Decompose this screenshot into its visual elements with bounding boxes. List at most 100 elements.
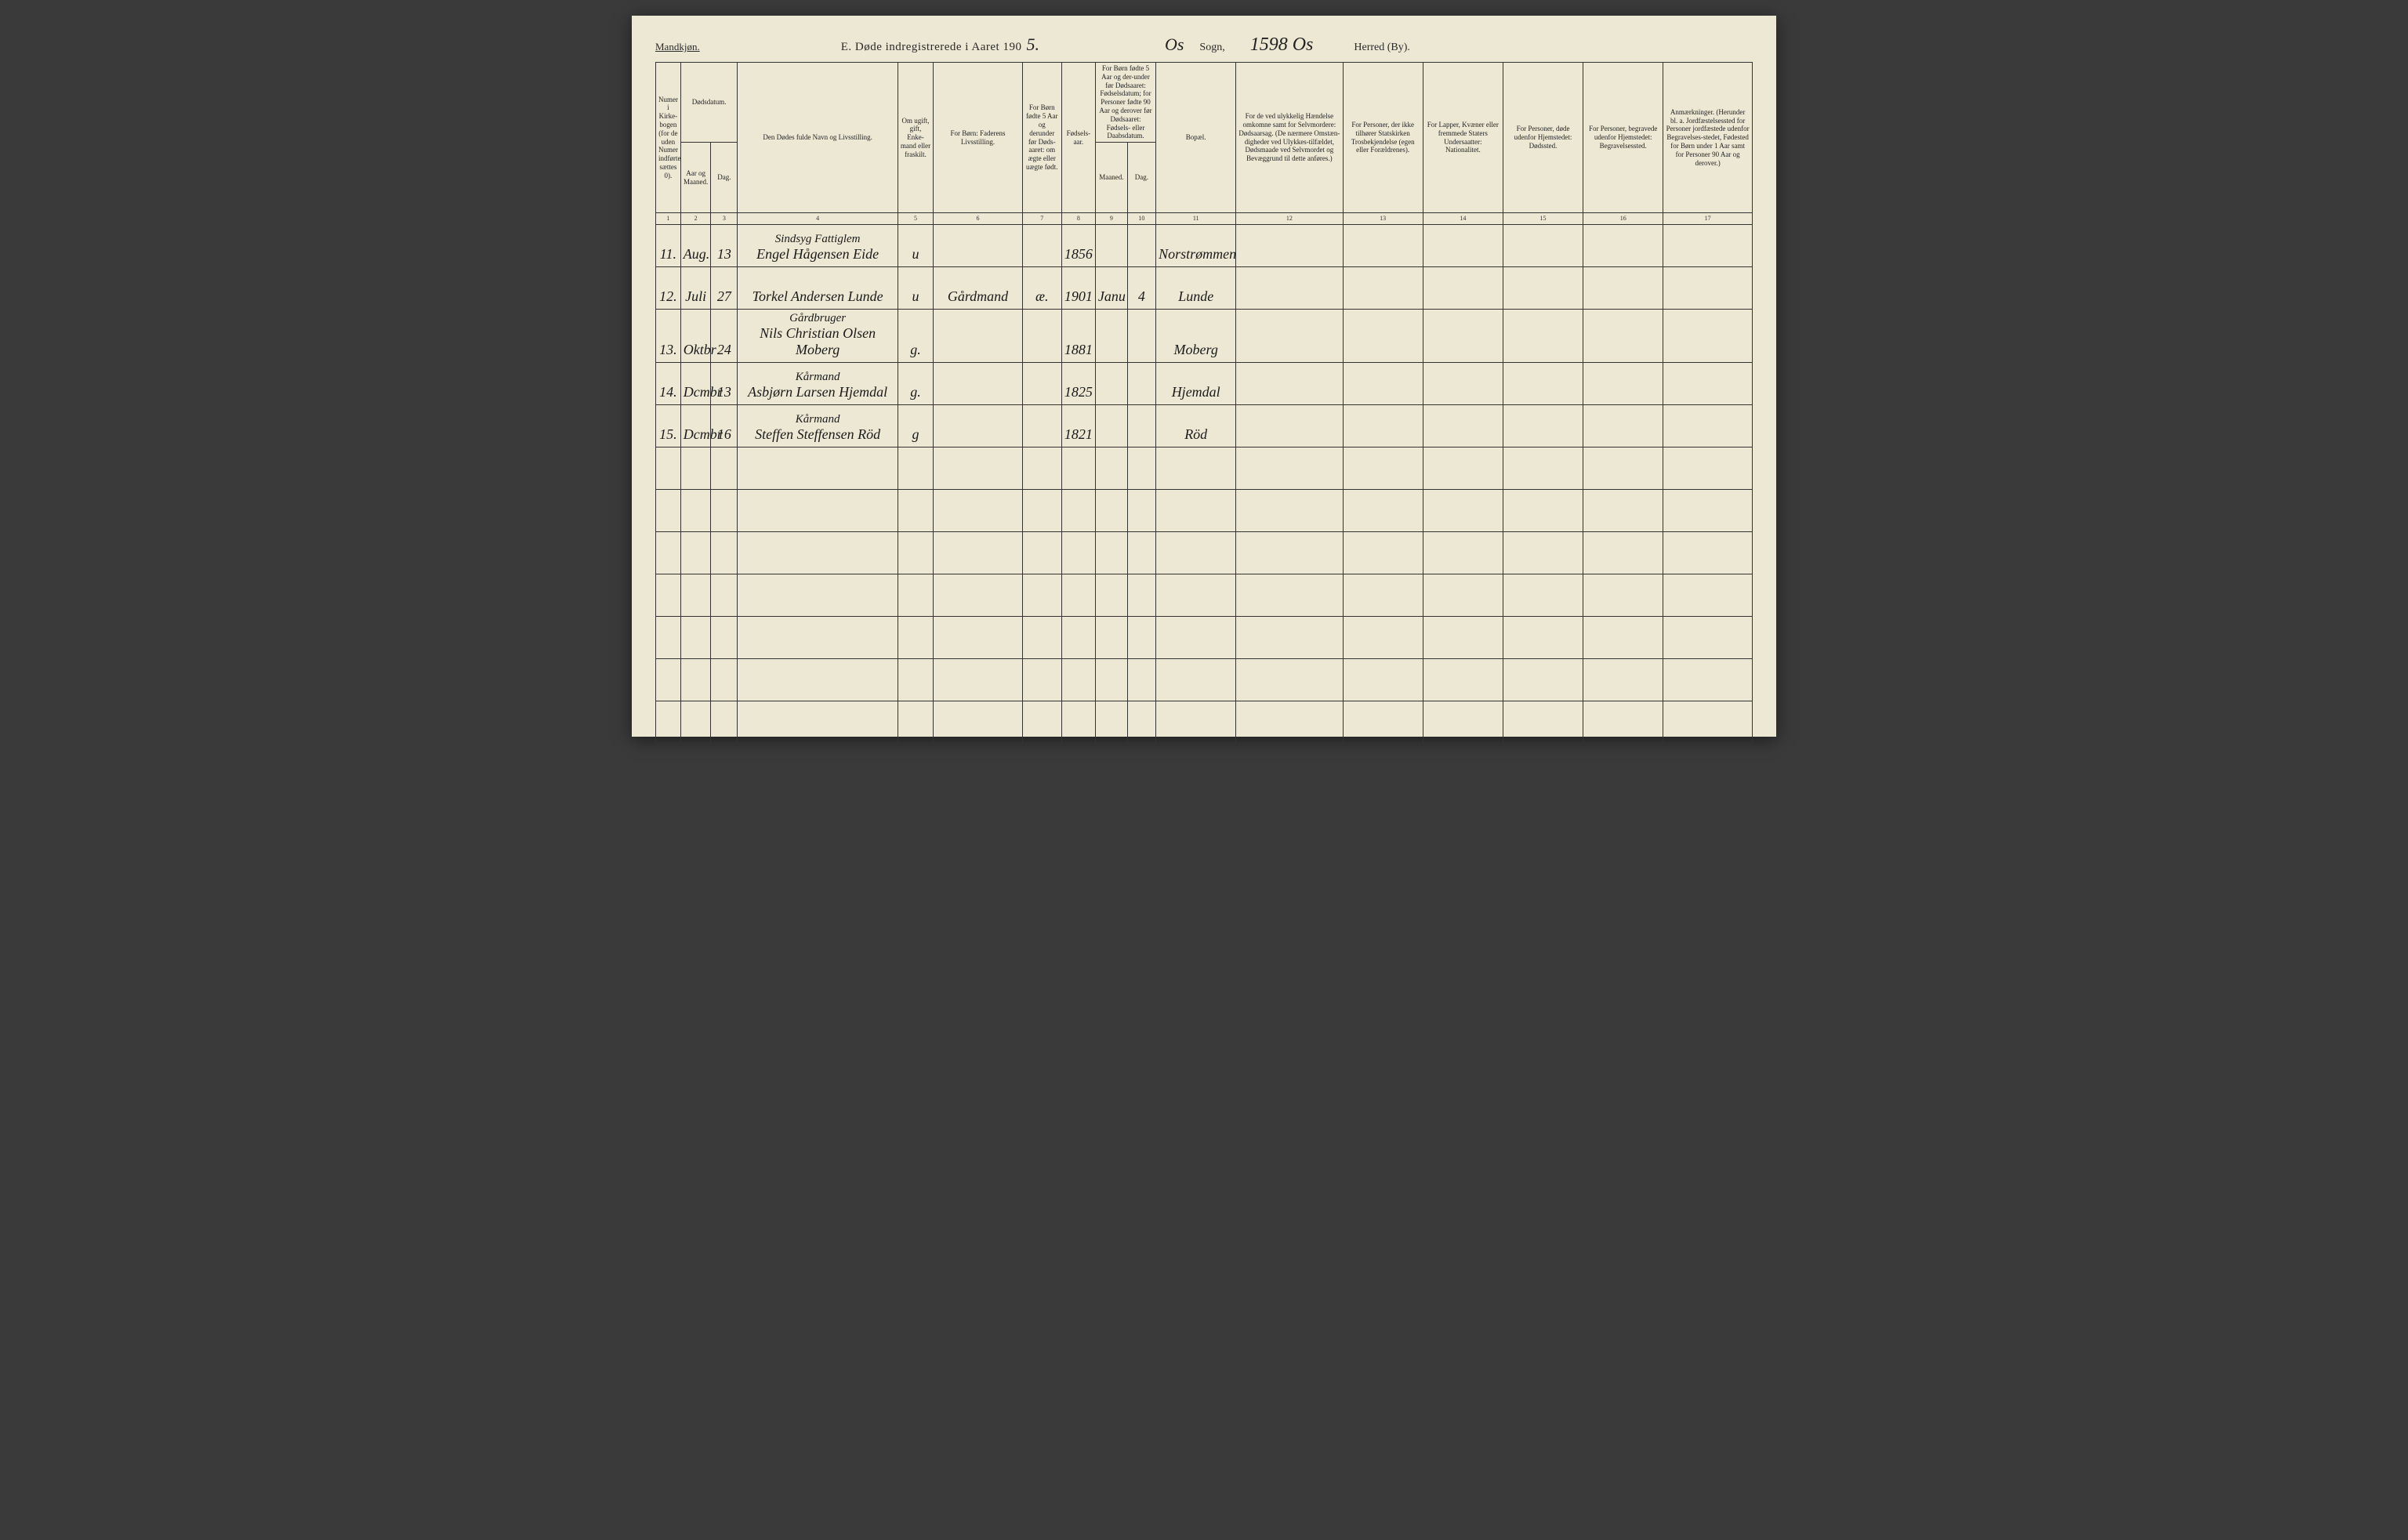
cell-faith	[1343, 266, 1423, 309]
empty-cell	[1236, 658, 1343, 701]
cell-day: 27	[711, 266, 738, 309]
empty-cell	[738, 531, 898, 574]
empty-cell	[898, 447, 933, 489]
cell-num: 14.	[656, 362, 681, 404]
table-row: 12.Juli27Torkel Andersen LundeuGårdmandæ…	[656, 266, 1753, 309]
empty-cell	[1423, 574, 1503, 616]
cell-father	[934, 404, 1023, 447]
table-row-empty	[656, 489, 1753, 531]
empty-cell	[711, 701, 738, 743]
cell-cause	[1236, 266, 1343, 309]
empty-cell	[898, 574, 933, 616]
cell-remarks	[1663, 404, 1753, 447]
table-row-empty	[656, 658, 1753, 701]
empty-cell	[738, 574, 898, 616]
cell-burialplace	[1583, 309, 1663, 362]
cell-burialplace	[1583, 224, 1663, 266]
empty-cell	[1127, 531, 1155, 574]
empty-cell	[680, 489, 711, 531]
cell-faith	[1343, 309, 1423, 362]
empty-cell	[1343, 489, 1423, 531]
empty-cell	[1127, 658, 1155, 701]
empty-cell	[1022, 616, 1061, 658]
col-header: For Personer, begravede udenfor Hjemsted…	[1583, 63, 1663, 213]
cell-num: 11.	[656, 224, 681, 266]
column-number-row: 1 2 3 4 5 6 7 8 9 10 11 12 13 14 15 16 1…	[656, 213, 1753, 225]
empty-cell	[898, 531, 933, 574]
cell-residence: Lunde	[1156, 266, 1236, 309]
col-header: For Personer, der ikke tilhører Statskir…	[1343, 63, 1423, 213]
empty-cell	[1156, 701, 1236, 743]
cell-bmonth: Janu	[1095, 266, 1127, 309]
empty-cell	[1156, 531, 1236, 574]
cell-month: Dcmbr	[680, 362, 711, 404]
cell-birthyear: 1901	[1061, 266, 1095, 309]
cell-legit: æ.	[1022, 266, 1061, 309]
col-header: For Børn fødte 5 Aar og derunder før Død…	[1022, 63, 1061, 213]
cell-deathplace	[1503, 266, 1583, 309]
cell-remarks	[1663, 362, 1753, 404]
table-header: Numer i Kirke-bogen (for de uden Numer i…	[656, 63, 1753, 225]
cell-name: Torkel Andersen Lunde	[738, 266, 898, 309]
empty-cell	[1022, 531, 1061, 574]
empty-cell	[1503, 616, 1583, 658]
empty-cell	[1343, 447, 1423, 489]
table-body: 11.Aug.13Sindsyg FattiglemEngel Hågensen…	[656, 224, 1753, 743]
col-num: 5	[898, 213, 933, 225]
empty-cell	[1583, 489, 1663, 531]
empty-cell	[934, 447, 1023, 489]
table-row: 11.Aug.13Sindsyg FattiglemEngel Hågensen…	[656, 224, 1753, 266]
empty-cell	[1503, 658, 1583, 701]
cell-legit	[1022, 309, 1061, 362]
empty-cell	[656, 447, 681, 489]
cell-residence: Norstrømmen	[1156, 224, 1236, 266]
empty-cell	[738, 447, 898, 489]
col-num: 7	[1022, 213, 1061, 225]
empty-cell	[680, 616, 711, 658]
cell-bday: 4	[1127, 266, 1155, 309]
cell-faith	[1343, 362, 1423, 404]
ref-handwritten: 1598 Os	[1250, 34, 1314, 56]
col-subheader: Dag.	[1127, 143, 1155, 213]
cell-legit	[1022, 404, 1061, 447]
cell-burialplace	[1583, 266, 1663, 309]
cell-bday	[1127, 362, 1155, 404]
empty-cell	[898, 489, 933, 531]
empty-cell	[656, 701, 681, 743]
cell-bday	[1127, 309, 1155, 362]
empty-cell	[1423, 531, 1503, 574]
col-num: 9	[1095, 213, 1127, 225]
ledger-table: Numer i Kirke-bogen (for de uden Numer i…	[655, 62, 1753, 744]
ledger-page: Mandkjøn. E. Døde indregistrerede i Aare…	[632, 16, 1776, 737]
empty-cell	[1061, 447, 1095, 489]
empty-cell	[1022, 701, 1061, 743]
empty-cell	[711, 574, 738, 616]
col-header: For Lapper, Kvæner eller fremmede Stater…	[1423, 63, 1503, 213]
cell-birthyear: 1856	[1061, 224, 1095, 266]
cell-nationality	[1423, 224, 1503, 266]
cell-deathplace	[1503, 404, 1583, 447]
table-row-empty	[656, 531, 1753, 574]
cell-deathplace	[1503, 224, 1583, 266]
cell-month: Aug.	[680, 224, 711, 266]
empty-cell	[1503, 574, 1583, 616]
cell-bmonth	[1095, 224, 1127, 266]
cell-father	[934, 309, 1023, 362]
cell-num: 15.	[656, 404, 681, 447]
table-row-empty	[656, 616, 1753, 658]
empty-cell	[1663, 447, 1753, 489]
sogn-handwritten: Os	[1165, 34, 1184, 55]
cell-status: u	[898, 224, 933, 266]
cell-bmonth	[1095, 309, 1127, 362]
cell-day: 13	[711, 224, 738, 266]
empty-cell	[1663, 616, 1753, 658]
empty-cell	[1156, 616, 1236, 658]
col-num: 3	[711, 213, 738, 225]
cell-name: GårdbrugerNils Christian Olsen Moberg	[738, 309, 898, 362]
empty-cell	[1503, 447, 1583, 489]
empty-cell	[1127, 447, 1155, 489]
col-header: Anmærkninger. (Herunder bl. a. Jordfæste…	[1663, 63, 1753, 213]
cell-nationality	[1423, 404, 1503, 447]
empty-cell	[1061, 701, 1095, 743]
empty-cell	[1663, 658, 1753, 701]
